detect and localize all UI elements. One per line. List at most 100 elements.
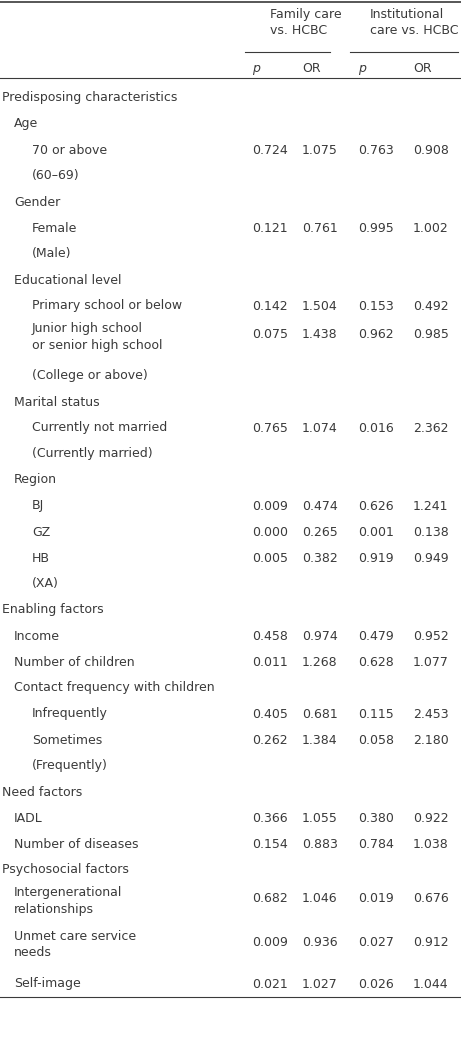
- Text: Psychosocial factors: Psychosocial factors: [2, 864, 129, 877]
- Text: 0.479: 0.479: [358, 630, 394, 642]
- Text: p: p: [358, 62, 366, 75]
- Text: 0.936: 0.936: [302, 936, 337, 949]
- Text: 1.074: 1.074: [302, 422, 338, 434]
- Text: Number of children: Number of children: [14, 656, 135, 668]
- Text: Predisposing characteristics: Predisposing characteristics: [2, 91, 177, 105]
- Text: 0.027: 0.027: [358, 936, 394, 949]
- Text: 2.362: 2.362: [413, 422, 449, 434]
- Text: Female: Female: [32, 222, 77, 234]
- Text: (Currently married): (Currently married): [32, 448, 153, 460]
- Text: 0.121: 0.121: [252, 222, 288, 234]
- Text: 0.985: 0.985: [413, 327, 449, 341]
- Text: 0.009: 0.009: [252, 500, 288, 513]
- Text: 1.384: 1.384: [302, 733, 337, 747]
- Text: 2.453: 2.453: [413, 707, 449, 721]
- Text: 0.005: 0.005: [252, 551, 288, 565]
- Text: 0.382: 0.382: [302, 551, 338, 565]
- Text: 0.142: 0.142: [252, 299, 288, 313]
- Text: Infrequently: Infrequently: [32, 707, 108, 721]
- Text: 0.952: 0.952: [413, 630, 449, 642]
- Text: p: p: [252, 62, 260, 75]
- Text: 0.075: 0.075: [252, 327, 288, 341]
- Text: 0.949: 0.949: [413, 551, 449, 565]
- Text: 0.405: 0.405: [252, 707, 288, 721]
- Text: (60–69): (60–69): [32, 169, 80, 182]
- Text: (XA): (XA): [32, 577, 59, 591]
- Text: Marital status: Marital status: [14, 395, 100, 409]
- Text: 0.011: 0.011: [252, 656, 288, 668]
- Text: Institutional
care vs. HCBC: Institutional care vs. HCBC: [370, 8, 459, 37]
- Text: Income: Income: [14, 630, 60, 642]
- Text: 1.268: 1.268: [302, 656, 337, 668]
- Text: 0.962: 0.962: [358, 327, 394, 341]
- Text: 0.912: 0.912: [413, 936, 449, 949]
- Text: 0.724: 0.724: [252, 143, 288, 157]
- Text: (Frequently): (Frequently): [32, 759, 108, 773]
- Text: 0.922: 0.922: [413, 812, 449, 824]
- Text: IADL: IADL: [14, 812, 43, 824]
- Text: Educational level: Educational level: [14, 273, 122, 287]
- Text: Family care
vs. HCBC: Family care vs. HCBC: [270, 8, 342, 37]
- Text: 0.001: 0.001: [358, 525, 394, 539]
- Text: 0.115: 0.115: [358, 707, 394, 721]
- Text: 0.919: 0.919: [358, 551, 394, 565]
- Text: 1.002: 1.002: [413, 222, 449, 234]
- Text: Gender: Gender: [14, 196, 60, 208]
- Text: 0.681: 0.681: [302, 707, 338, 721]
- Text: BJ: BJ: [32, 500, 44, 513]
- Text: 0.021: 0.021: [252, 978, 288, 991]
- Text: Region: Region: [14, 474, 57, 486]
- Text: 0.492: 0.492: [413, 299, 449, 313]
- Text: GZ: GZ: [32, 525, 50, 539]
- Text: 0.883: 0.883: [302, 838, 338, 850]
- Text: 1.075: 1.075: [302, 143, 338, 157]
- Text: 1.038: 1.038: [413, 838, 449, 850]
- Text: 0.676: 0.676: [413, 892, 449, 905]
- Text: Need factors: Need factors: [2, 786, 82, 798]
- Text: 2.180: 2.180: [413, 733, 449, 747]
- Text: Sometimes: Sometimes: [32, 733, 102, 747]
- Text: Currently not married: Currently not married: [32, 422, 167, 434]
- Text: 1.027: 1.027: [302, 978, 338, 991]
- Text: 0.761: 0.761: [302, 222, 338, 234]
- Text: OR: OR: [413, 62, 431, 75]
- Text: 1.055: 1.055: [302, 812, 338, 824]
- Text: Intergenerational
relationships: Intergenerational relationships: [14, 886, 122, 915]
- Text: 1.046: 1.046: [302, 892, 337, 905]
- Text: 0.138: 0.138: [413, 525, 449, 539]
- Text: 0.000: 0.000: [252, 525, 288, 539]
- Text: 0.784: 0.784: [358, 838, 394, 850]
- Text: 0.016: 0.016: [358, 422, 394, 434]
- Text: 0.682: 0.682: [252, 892, 288, 905]
- Text: 1.438: 1.438: [302, 327, 337, 341]
- Text: 0.908: 0.908: [413, 143, 449, 157]
- Text: Enabling factors: Enabling factors: [2, 604, 104, 616]
- Text: (College or above): (College or above): [32, 369, 148, 383]
- Text: 0.366: 0.366: [252, 812, 288, 824]
- Text: 0.154: 0.154: [252, 838, 288, 850]
- Text: Number of diseases: Number of diseases: [14, 838, 138, 850]
- Text: 0.763: 0.763: [358, 143, 394, 157]
- Text: 0.628: 0.628: [358, 656, 394, 668]
- Text: 1.077: 1.077: [413, 656, 449, 668]
- Text: 1.504: 1.504: [302, 299, 338, 313]
- Text: Contact frequency with children: Contact frequency with children: [14, 682, 215, 695]
- Text: 0.026: 0.026: [358, 978, 394, 991]
- Text: 0.474: 0.474: [302, 500, 338, 513]
- Text: 0.019: 0.019: [358, 892, 394, 905]
- Text: 0.153: 0.153: [358, 299, 394, 313]
- Text: Unmet care service
needs: Unmet care service needs: [14, 930, 136, 959]
- Text: Primary school or below: Primary school or below: [32, 299, 182, 313]
- Text: Self-image: Self-image: [14, 978, 81, 991]
- Text: 0.009: 0.009: [252, 936, 288, 949]
- Text: 0.262: 0.262: [252, 733, 288, 747]
- Text: 0.626: 0.626: [358, 500, 394, 513]
- Text: OR: OR: [302, 62, 320, 75]
- Text: 0.458: 0.458: [252, 630, 288, 642]
- Text: 1.241: 1.241: [413, 500, 449, 513]
- Text: Age: Age: [14, 117, 38, 131]
- Text: 0.995: 0.995: [358, 222, 394, 234]
- Text: 0.974: 0.974: [302, 630, 338, 642]
- Text: 70 or above: 70 or above: [32, 143, 107, 157]
- Text: 0.380: 0.380: [358, 812, 394, 824]
